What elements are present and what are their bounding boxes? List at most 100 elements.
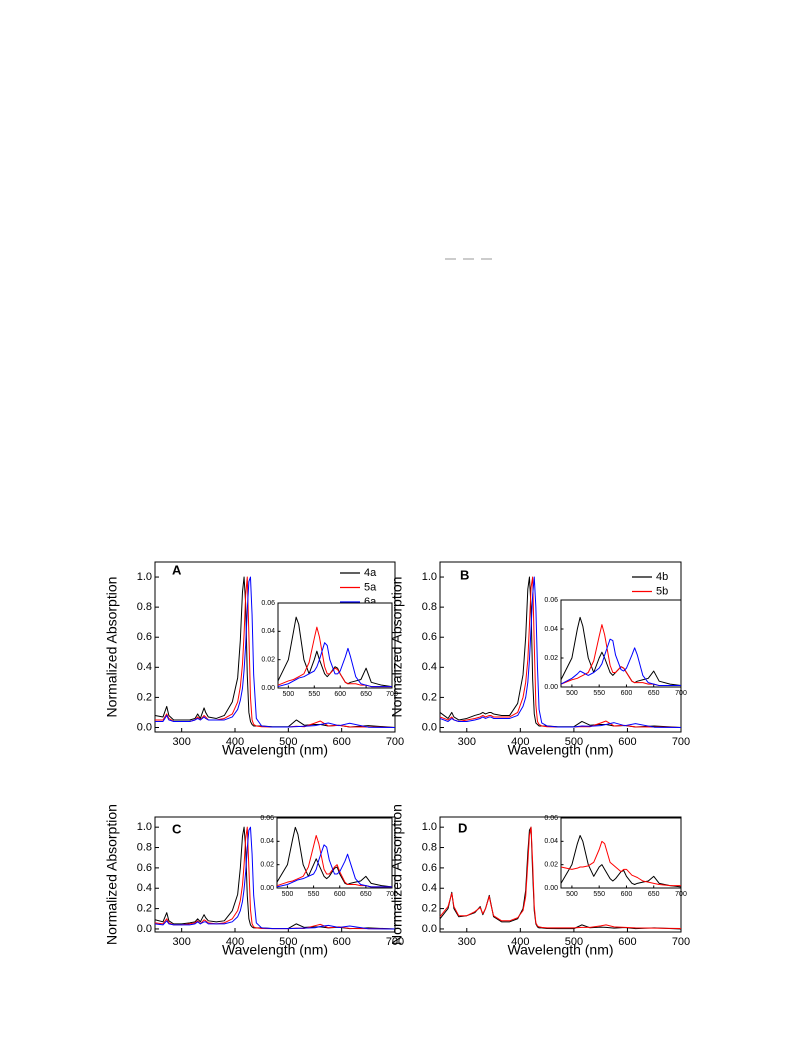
y-tick-label: 0.8: [137, 601, 152, 613]
legend-label: 4a: [364, 567, 377, 579]
x-tick-label: 500: [279, 736, 297, 748]
spectrum-line: [154, 826, 396, 930]
inset-background: [561, 600, 681, 687]
panel: C 300 400 500 600 700 0.0 0.2 0.4 0.6 0.8 1.0 Wavele…: [104, 804, 404, 958]
y-tick-label: 0.06: [260, 815, 274, 822]
x-tick-label: 500: [282, 891, 294, 898]
y-tick-label: 0.02: [260, 862, 274, 869]
y-axis-label: Normalized Absorption: [104, 804, 120, 945]
panel-label: B: [460, 567, 469, 582]
x-tick-label: 700: [386, 736, 404, 748]
y-axis-label: Normalized Absorption: [389, 804, 405, 945]
y-tick-label: 0.0: [422, 721, 437, 733]
y-tick-label: 1.0: [422, 821, 437, 833]
inset-background: [561, 818, 681, 888]
y-tick-label: 0.8: [137, 841, 152, 853]
y-tick-label: 0.4: [137, 882, 152, 894]
plot-frame: [560, 599, 682, 688]
spectrum-line: [154, 826, 396, 930]
x-tick-label: 650: [360, 891, 372, 898]
y-tick-label: 0.8: [422, 601, 437, 613]
x-tick-label: 600: [334, 691, 346, 698]
spectrum-line: [277, 626, 392, 688]
y-tick-label: 0.06: [544, 815, 558, 822]
y-tick-label: 0.2: [422, 691, 437, 703]
x-tick-label: 700: [675, 891, 687, 898]
spectrum-line: [276, 826, 393, 888]
x-tick-label: 700: [386, 891, 398, 898]
x-tick-label: 700: [386, 691, 398, 698]
x-tick-label: 300: [458, 736, 476, 748]
panel: B 300 400 500 600 700 0.0 0.2 0.4 0.6 0.8 1.0 Wavele…: [389, 561, 690, 758]
x-axis-label: Wavelength (nm): [222, 942, 328, 958]
spectrum-line: [276, 835, 392, 888]
x-tick-label: 300: [172, 736, 190, 748]
x-tick-label: 650: [648, 690, 660, 697]
x-tick-label: 550: [308, 891, 320, 898]
y-tick-label: 0.6: [422, 631, 437, 643]
x-tick-label: 600: [332, 736, 350, 748]
x-tick-label: 700: [672, 936, 690, 948]
y-tick-label: 0.6: [137, 631, 152, 643]
legend-label: 5b: [656, 585, 668, 597]
x-tick-label: 700: [386, 936, 404, 948]
y-tick-label: 0.2: [137, 691, 152, 703]
spectrum-line: [439, 576, 682, 728]
y-tick-label: 0.04: [544, 626, 558, 633]
y-tick-label: 0.4: [422, 661, 437, 673]
x-tick-label: 400: [226, 936, 244, 948]
y-tick-label: 0.04: [261, 628, 275, 635]
legend-label: 4b: [656, 571, 668, 583]
legend-label: 5a: [364, 581, 377, 593]
y-axis-label: Normalized Absorption: [104, 577, 120, 718]
inset-background: [278, 603, 392, 688]
x-axis-label: Wavelength (nm): [507, 942, 613, 958]
spectrum-line: [439, 576, 682, 728]
x-tick-label: 550: [308, 691, 320, 698]
x-tick-label: 500: [565, 736, 583, 748]
y-tick-label: 0.2: [137, 902, 152, 914]
spectrum-line: [439, 826, 682, 929]
y-tick-label: 0.06: [261, 600, 275, 607]
y-tick-label: 0.00: [260, 885, 274, 892]
x-tick-label: 500: [566, 690, 578, 697]
x-tick-label: 300: [458, 936, 476, 948]
y-tick-label: 0.00: [261, 685, 275, 692]
plot-frame: [276, 817, 393, 889]
spectrum-line: [155, 576, 396, 728]
x-tick-label: 400: [226, 736, 244, 748]
panel-label: C: [172, 821, 182, 836]
x-tick-label: 500: [279, 936, 297, 948]
y-tick-label: 0.04: [544, 838, 558, 845]
spectrum-line: [277, 642, 392, 688]
panel-label: A: [172, 562, 182, 577]
plot-frame: [154, 816, 396, 933]
y-tick-label: 0.0: [422, 923, 437, 935]
y-tick-label: 0.02: [544, 655, 558, 662]
x-tick-label: 500: [283, 691, 295, 698]
y-tick-label: 0.0: [137, 923, 152, 935]
y-tick-label: 0.06: [544, 597, 558, 604]
y-tick-label: 0.6: [422, 862, 437, 874]
x-axis-label: Wavelength (nm): [222, 742, 328, 758]
x-tick-label: 600: [618, 736, 636, 748]
plot-frame: [277, 602, 393, 689]
spectrum-line: [560, 638, 681, 687]
y-tick-label: 0.02: [544, 862, 558, 869]
x-tick-label: 600: [334, 891, 346, 898]
y-tick-label: 1.0: [422, 571, 437, 583]
inset: 500 550 600 650 700 0.00 0.02 0.04 0.06: [261, 600, 398, 698]
y-tick-label: 0.4: [137, 661, 152, 673]
plot-frame: [560, 817, 682, 889]
plot-frame: [154, 561, 396, 733]
x-tick-label: 500: [565, 936, 583, 948]
spectrum-line: [560, 840, 681, 887]
y-tick-label: 0.02: [261, 657, 275, 664]
x-tick-label: 700: [672, 736, 690, 748]
panel: D 300 400 500 600 700 0.0 0.2 0.4 0.6 0.8 1.0 Wavele…: [389, 804, 690, 958]
x-tick-label: 700: [675, 690, 687, 697]
inset-background: [277, 818, 392, 888]
spectrum-line: [560, 835, 682, 888]
x-tick-label: 600: [621, 891, 633, 898]
